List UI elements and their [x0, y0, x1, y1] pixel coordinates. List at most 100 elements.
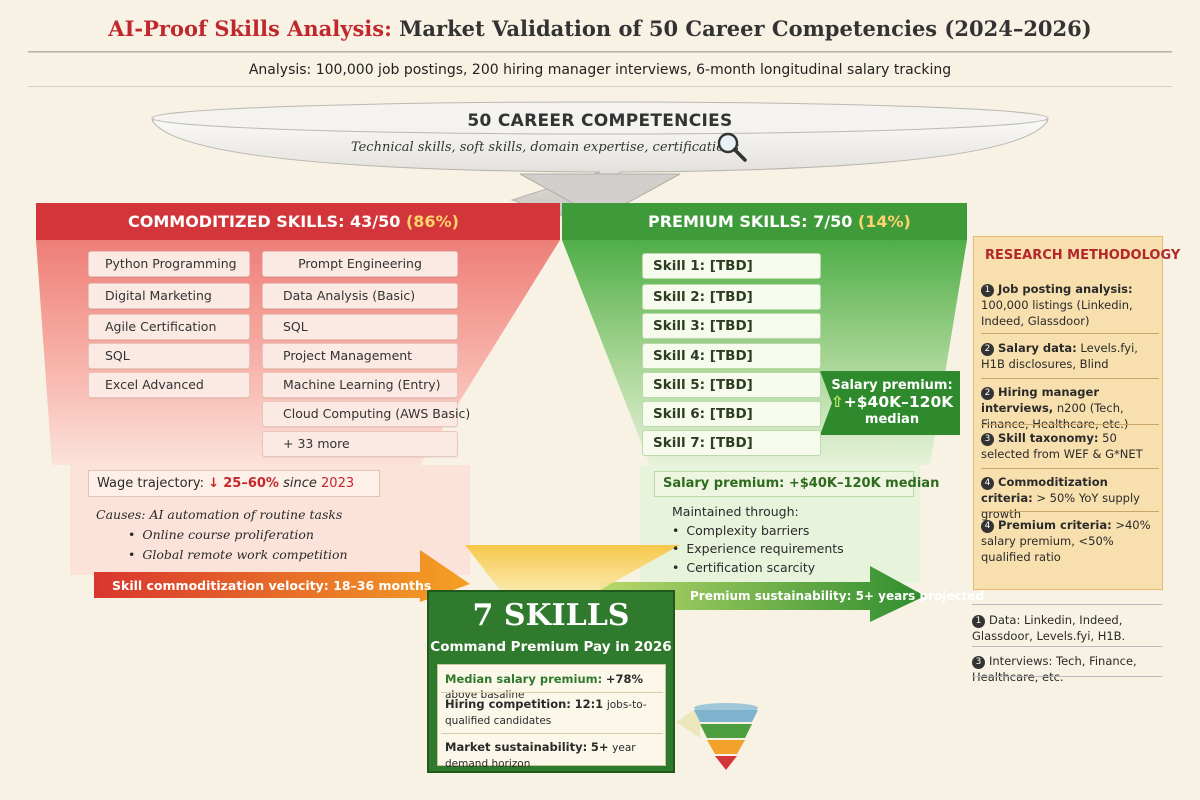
premium-skill: Skill 3: [TBD] — [642, 313, 821, 339]
research-item-label: Commoditization criteria: — [981, 475, 1108, 505]
research-item-label: Job posting analysis: — [998, 282, 1133, 296]
divider — [441, 692, 663, 693]
stat-value: +78% — [605, 672, 644, 686]
commoditized-skill: Cloud Computing (AWS Basic) — [262, 401, 470, 427]
commoditization-arrow — [94, 550, 470, 602]
callout-unit: median — [864, 412, 920, 427]
causes-label: Causes: AI automation of routine tasks — [96, 507, 343, 522]
premium-title: PREMIUM SKILLS: 7/50 (14%) — [648, 212, 911, 231]
divider — [972, 676, 1162, 677]
cause-item: Global remote work competition — [128, 545, 426, 565]
research-item-text: 100,000 listings (Linkedin, Indeed, Glas… — [981, 298, 1133, 328]
callout-value: +$40K–120K — [843, 393, 954, 411]
premium-skill: Skill 2: [TBD] — [642, 284, 821, 310]
premium-header-bar — [562, 203, 967, 240]
divider — [981, 333, 1159, 334]
divider — [441, 733, 663, 734]
number-badge: 4 — [981, 520, 994, 533]
footnote: 3 Interviews: Tech, Finance, Healthcare, … — [972, 653, 1172, 685]
cause-item: Online course proliferation — [128, 525, 426, 545]
number-badge: 3 — [972, 656, 985, 669]
callout-label: Salary premium: — [831, 378, 953, 393]
subtitle-rule — [28, 86, 1172, 87]
commoditized-skill: Python Programming — [88, 251, 250, 277]
result-subtitle: Command Premium Pay in 2026 — [430, 639, 672, 655]
commoditized-skill: Machine Learning (Entry) — [262, 372, 458, 398]
result-stats — [437, 664, 666, 766]
funnel-subtitle: Technical skills, soft skills, domain ex… — [350, 140, 740, 155]
funnel-spout — [519, 173, 681, 219]
stat-tail: jobs-to-qualified candidates — [445, 699, 647, 727]
number-badge: 1 — [981, 284, 994, 297]
title-rule — [28, 51, 1172, 53]
research-item: 1 Job posting analysis: 100,000 listings … — [981, 281, 1159, 329]
divider — [972, 604, 1162, 605]
research-item-label: Skill taxonomy: — [998, 431, 1099, 445]
research-item-text: >40% salary premium, <50% qualified rati… — [981, 518, 1151, 564]
commoditized-header-bar — [36, 203, 560, 240]
research-item: 4 Commoditization criteria: > 50% YoY sup… — [981, 474, 1159, 522]
premium-skill: Skill 6: [TBD] — [642, 401, 821, 427]
salary-callout-text: Salary premium: ⇧+$40K–120K median — [822, 377, 962, 428]
number-badge: 1 — [972, 615, 985, 628]
number-badge: 3 — [981, 433, 994, 446]
funnel-title: 50 CAREER COMPETENCIES — [467, 111, 733, 131]
stat-label: Hiring competition: — [445, 697, 571, 711]
premium-pct: (14%) — [857, 212, 911, 231]
commoditized-skill-more: + 33 more — [262, 431, 458, 457]
wage-year: 2023 — [321, 476, 355, 491]
wage-value: 25–60% — [223, 476, 279, 491]
causes-block: Causes: AI automation of routine tasks O… — [96, 505, 426, 565]
divider — [981, 468, 1159, 469]
stat-tail: year demand horizon — [445, 742, 636, 770]
footnote: 1 Data: Linkedin, Indeed, Glassdoor, Leve… — [972, 612, 1172, 644]
title-highlight: AI-Proof Skills Analysis: — [108, 16, 392, 41]
premium-skill: Skill 7: [TBD] — [642, 430, 821, 456]
result-stat-sustainability: Market sustainability: 5+ year demand ho… — [445, 740, 660, 772]
commoditized-skill: Agile Certification — [88, 314, 250, 340]
divider — [981, 424, 1159, 425]
premium-title-text: PREMIUM SKILLS: 7/50 — [648, 212, 853, 231]
research-item-label: Premium criteria: — [998, 518, 1112, 532]
research-title: RESEARCH METHODOLOGY — [985, 248, 1181, 263]
maintained-item: Experience requirements — [672, 540, 912, 559]
commoditized-skill: Data Analysis (Basic) — [262, 283, 458, 309]
divider — [981, 511, 1159, 512]
maintained-block: Maintained through: Complexity barriers … — [672, 503, 912, 577]
commoditized-title: COMMODITIZED SKILLS: 43/50 (86%) — [128, 212, 459, 231]
research-item: 2 Salary data: Levels.fyi, H1B disclosure… — [981, 340, 1159, 372]
footnote-text: Data: Linkedin, Indeed, Glassdoor, Level… — [972, 613, 1126, 643]
footnote-text: Interviews: Tech, Finance, Healthcare, e… — [972, 654, 1137, 684]
maintained-item: Complexity barriers — [672, 522, 912, 541]
result-stat-competition: Hiring competition: 12:1 jobs-to-qualifi… — [445, 697, 660, 729]
salary-callout — [820, 371, 960, 435]
stat-label: Median salary premium: — [445, 672, 603, 686]
commoditization-velocity: Skill commoditization velocity: 18–36 mo… — [112, 578, 432, 593]
research-item: 3 Skill taxonomy: 50 selected from WEF & … — [981, 430, 1159, 462]
commoditized-skill: Prompt Engineering — [262, 251, 458, 277]
premium-skill: Skill 4: [TBD] — [642, 343, 821, 369]
down-arrow-icon: ↓ — [208, 476, 220, 491]
wage-label: Wage trajectory: — [97, 476, 205, 491]
title-rest: Market Validation of 50 Career Competenc… — [399, 16, 1092, 41]
premium-arrow — [600, 566, 925, 622]
research-item-label: Hiring manager interviews, — [981, 385, 1099, 415]
stat-label: Market sustainability: — [445, 740, 588, 754]
commoditized-skill: Project Management — [262, 343, 458, 369]
commoditized-skill: SQL — [88, 343, 250, 369]
funnel-rim — [151, 101, 1049, 135]
number-badge: 2 — [981, 343, 994, 356]
premium-sustainability: Premium sustainability: 5+ years project… — [690, 589, 985, 603]
premium-salary-box: Salary premium: +$40K–120K median — [654, 471, 939, 497]
stat-value: 12:1 — [574, 697, 604, 711]
commoditized-skill: SQL — [262, 314, 458, 340]
maintained-item: Certification scarcity — [672, 559, 912, 578]
number-badge: 4 — [981, 477, 994, 490]
commoditized-skill: Excel Advanced — [88, 372, 250, 398]
research-item-text: Levels.fyi, H1B disclosures, Blind — [981, 341, 1138, 371]
wage-since: since — [283, 476, 317, 491]
premium-skill: Skill 5: [TBD] — [642, 372, 821, 398]
commoditized-skill: Digital Marketing — [88, 283, 250, 309]
up-arrow-icon: ⇧ — [830, 393, 844, 411]
premium-skill: Skill 1: [TBD] — [642, 253, 821, 279]
